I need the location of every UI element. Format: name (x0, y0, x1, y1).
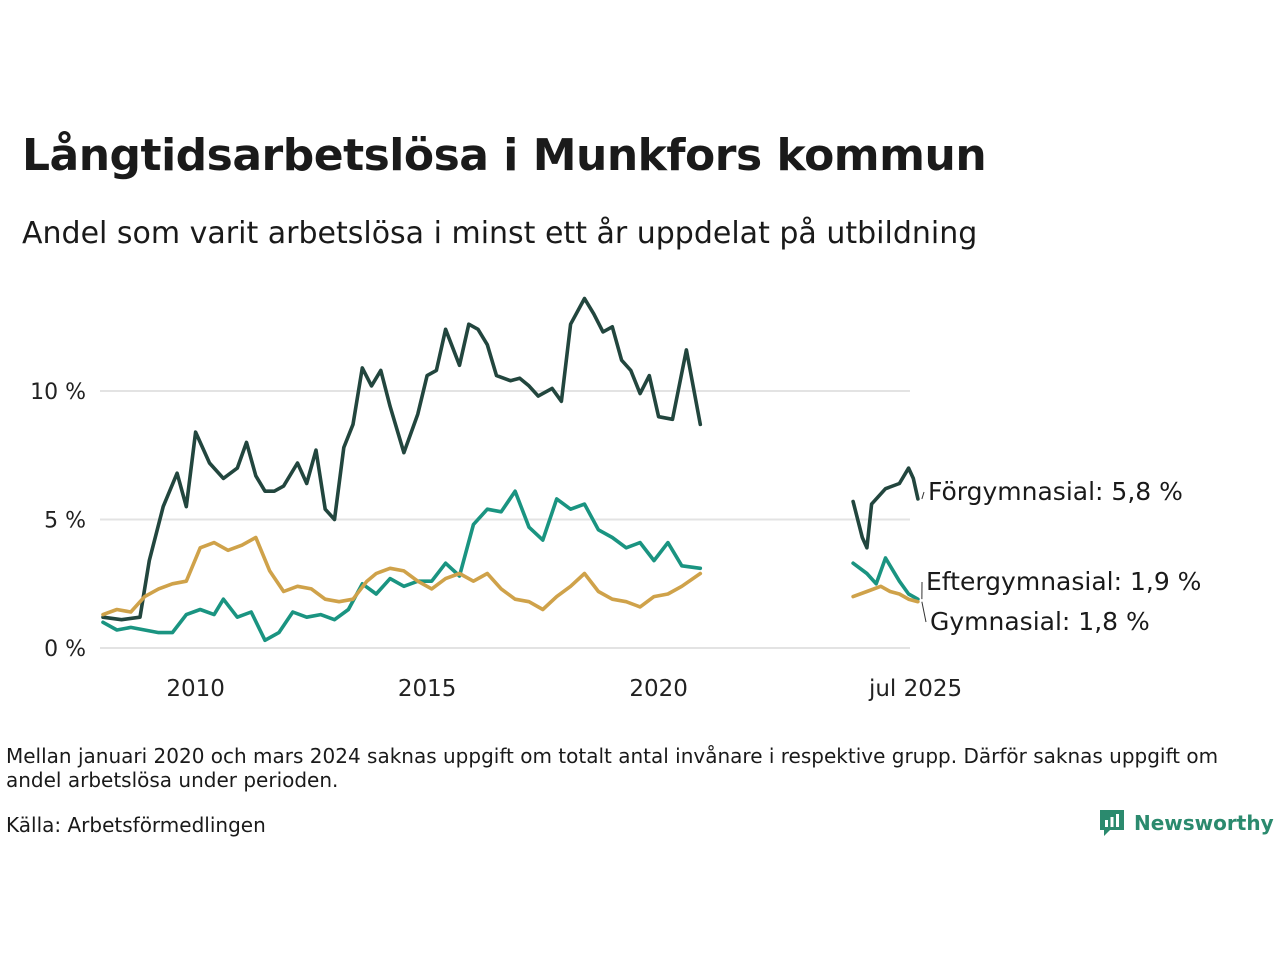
chart-subtitle: Andel som varit arbetslösa i minst ett å… (22, 216, 978, 251)
x-axis-ticks: 2010 2015 2020 jul 2025 (166, 676, 962, 702)
x-tick-label: jul 2025 (868, 676, 962, 702)
y-tick-label: 0 % (44, 637, 86, 662)
footnote: Mellan januari 2020 och mars 2024 saknas… (6, 744, 1219, 792)
x-tick-label: 2020 (629, 676, 688, 702)
end-labels: Förgymnasial: 5,8 % Eftergymnasial: 1,9 %… (921, 477, 1201, 636)
y-axis-ticks: 0 % 5 % 10 % (30, 380, 86, 662)
y-tick-label: 5 % (44, 509, 86, 534)
end-label-eftergymnasial: Eftergymnasial: 1,9 % (926, 567, 1201, 596)
y-tick-label: 10 % (30, 380, 86, 405)
series-line-gymnasial (101, 535, 703, 617)
label-leader-line (921, 491, 925, 500)
series-line-eftergymnasial (851, 556, 920, 602)
series-lines (101, 296, 920, 643)
gridlines (100, 390, 910, 649)
series-line-forgymnasial (851, 466, 920, 550)
series-line-eftergymnasial (101, 489, 703, 643)
end-label-gymnasial: Gymnasial: 1,8 % (930, 607, 1150, 636)
brand-logo: Newsworthy (1098, 808, 1274, 838)
brand-name: Newsworthy (1134, 811, 1274, 835)
series-line-gymnasial (851, 584, 920, 604)
newsworthy-logo-icon (1100, 810, 1124, 836)
label-leader-line (921, 601, 927, 623)
end-label-forgymnasial: Förgymnasial: 5,8 % (928, 477, 1183, 506)
source-credit: Källa: Arbetsförmedlingen (6, 813, 266, 837)
line-chart: 0 % 5 % 10 % 2010 2015 2020 jul 2025 Förgymna… (30, 296, 1201, 702)
series-line-forgymnasial (101, 296, 703, 622)
x-tick-label: 2015 (398, 676, 457, 702)
chart-title: Långtidsarbetslösa i Munkfors kommun (22, 130, 987, 181)
x-tick-label: 2010 (166, 676, 225, 702)
